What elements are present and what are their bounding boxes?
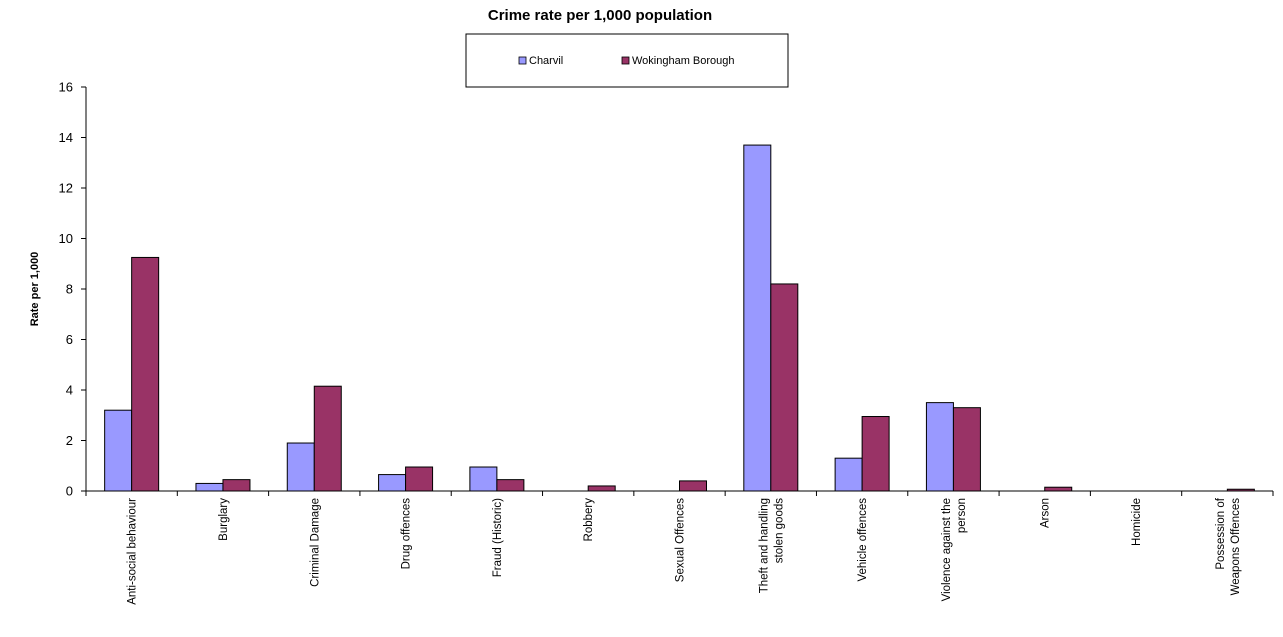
y-tick-label: 8 [66,282,73,297]
bar-wokingham-borough-robbery [587,485,616,492]
x-tick-label-line: Anti-social behaviour [127,498,139,605]
x-tick-label-line: person [956,498,968,533]
x-tick-label-drug-offences: Drug offences [401,498,413,570]
x-tick-label-line: Sexual Offences [675,498,687,582]
bar-charvil-vehicle-offences [834,457,863,492]
y-tick-label: 10 [59,231,73,246]
bar-charvil-burglary [195,482,224,492]
y-tick-label: 6 [66,332,73,347]
x-tick-label-line: Theft and handling [758,498,770,593]
y-tick-label: 0 [66,484,73,499]
legend-label-charvil: Charvil [529,55,563,67]
x-tick-label-line: Criminal Damage [309,498,321,587]
x-tick-label-vehicle-offences: Vehicle offences [857,498,869,582]
axes: 0 2 4 6 8 10 12 14 16 [59,80,1274,499]
bar-wokingham-borough-burglary [222,479,251,492]
x-tick-label-line: Robbery [583,498,595,542]
bar-charvil-violence-against-the-person [925,402,954,492]
y-tick-label: 16 [59,80,73,95]
x-tick-label-line: Possession of [1215,497,1227,569]
bar-wokingham-borough-drug-offences [405,466,434,492]
x-tick-label-line: Vehicle offences [857,498,869,582]
x-tick-label-line: Drug offences [401,498,413,570]
bars [104,144,1255,492]
bar-wokingham-borough-violence-against-the-person [952,407,981,492]
x-tick-label-arson: Arson [1040,498,1052,528]
bar-charvil-criminal-damage [286,442,315,492]
bar-wokingham-borough-possession-of-weapons-offences [1226,488,1255,492]
y-axis-label: Rate per 1,000 [29,252,41,327]
bar-wokingham-borough-sexual-offences [679,480,707,492]
x-tick-label-criminal-damage: Criminal Damage [309,498,321,587]
y-tick-label: 14 [59,130,73,145]
bar-charvil-anti-social-behaviour [104,409,133,492]
x-tick-label-line: Fraud (Historic) [492,498,504,577]
y-tick-label: 12 [59,181,73,196]
x-tick-label-sexual-offences: Sexual Offences [675,498,687,582]
bar-wokingham-borough-theft-and-handling-stolen-goods [770,283,799,492]
x-tick-label-line: Weapons Offences [1230,498,1242,596]
bar-wokingham-borough-arson [1044,486,1073,492]
x-tick-label-burglary: Burglary [218,498,230,541]
y-tick-label: 2 [66,433,73,448]
legend-label-wokingham-borough: Wokingham Borough [632,55,735,67]
x-tick-label-violence-against-the-person: Violence against the person [941,498,968,601]
legend-swatch-charvil [518,56,527,65]
bar-charvil-fraud-historic [469,466,498,492]
x-tick-label-line: Arson [1040,498,1052,528]
bar-charvil-theft-and-handling-stolen-goods [743,144,772,492]
y-tick-label: 4 [66,383,73,398]
legend-swatch-wokingham-borough [621,56,630,65]
x-tick-label-line: stolen goods [773,498,785,563]
bar-wokingham-borough-anti-social-behaviour [131,256,160,492]
x-tick-labels: Anti-social behaviour Burglary Criminal Da… [127,497,1242,605]
x-tick-label-line: Homicide [1131,498,1143,546]
bar-wokingham-borough-fraud-historic [496,479,525,492]
x-tick-label-possession-of-weapons-offences: Possession of Weapons Offences [1215,497,1242,595]
x-tick-label-anti-social-behaviour: Anti-social behaviour [127,498,139,605]
legend: Charvil Wokingham Borough [465,33,789,88]
bar-wokingham-borough-criminal-damage [313,385,342,492]
x-tick-label-line: Violence against the [941,498,953,601]
x-tick-label-robbery: Robbery [583,498,595,542]
x-tick-label-theft-and-handling-stolen-goods: Theft and handling stolen goods [758,498,785,594]
x-tick-label-homicide: Homicide [1131,498,1143,546]
bar-charvil-drug-offences [378,474,407,492]
bar-wokingham-borough-vehicle-offences [861,416,890,492]
x-tick-label-line: Burglary [218,498,230,541]
chart-title: Crime rate per 1,000 population [488,7,712,24]
x-tick-label-fraud-historic: Fraud (Historic) [492,498,504,577]
